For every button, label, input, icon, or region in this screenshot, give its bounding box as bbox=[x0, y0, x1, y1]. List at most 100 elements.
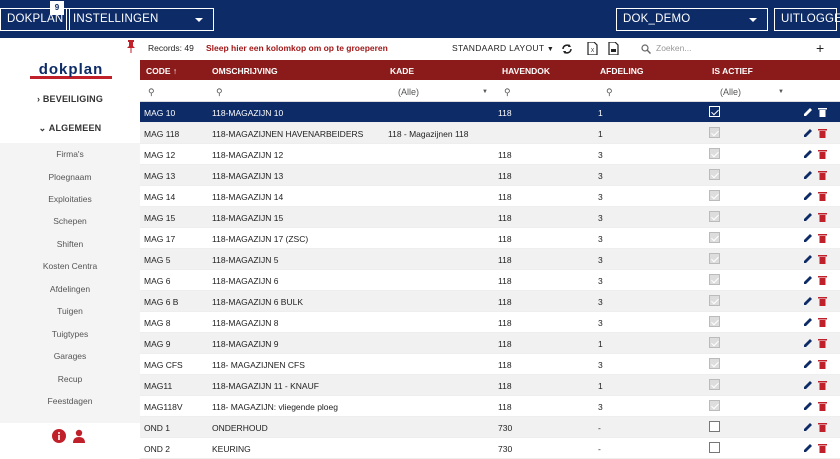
is-actief-checkbox[interactable] bbox=[709, 442, 720, 453]
is-actief-checkbox[interactable] bbox=[709, 379, 720, 390]
app-home-button[interactable]: DOKPLAN bbox=[0, 8, 71, 31]
filter-actief-select[interactable]: (Alle) bbox=[720, 87, 742, 97]
edit-icon[interactable] bbox=[803, 380, 813, 390]
table-row[interactable]: OND 2 KEURING 730 - bbox=[140, 438, 840, 459]
column-header-havendok[interactable]: HAVENDOK bbox=[502, 66, 551, 76]
delete-icon[interactable] bbox=[818, 317, 827, 327]
edit-icon[interactable] bbox=[803, 275, 813, 285]
add-button[interactable]: + bbox=[816, 40, 825, 56]
is-actief-checkbox[interactable] bbox=[709, 358, 720, 369]
database-dropdown[interactable]: DOK_DEMO bbox=[616, 8, 768, 31]
delete-icon[interactable] bbox=[818, 338, 827, 348]
filter-omschrijving-search-icon[interactable]: ⚲ bbox=[216, 87, 223, 97]
is-actief-checkbox[interactable] bbox=[709, 337, 720, 348]
table-row[interactable]: MAG CFS 118- MAGAZIJNEN CFS 118 3 bbox=[140, 354, 840, 375]
sidebar-section-beveiliging[interactable]: › BEVEILIGING bbox=[0, 94, 140, 104]
delete-icon[interactable] bbox=[818, 233, 827, 243]
is-actief-checkbox[interactable] bbox=[709, 400, 720, 411]
is-actief-checkbox[interactable] bbox=[709, 169, 720, 180]
filter-code-search-icon[interactable]: ⚲ bbox=[148, 87, 155, 97]
table-row[interactable]: MAG 6 B 118-MAGAZIJN 6 BULK 118 3 bbox=[140, 291, 840, 312]
sidebar-item-tuigen[interactable]: Tuigen bbox=[57, 306, 83, 316]
table-row[interactable]: OND 1 ONDERHOUD 730 - bbox=[140, 417, 840, 438]
pin-icon[interactable] bbox=[126, 40, 136, 53]
is-actief-checkbox[interactable] bbox=[709, 106, 720, 117]
is-actief-checkbox[interactable] bbox=[709, 316, 720, 327]
refresh-icon[interactable] bbox=[561, 43, 573, 55]
export-pdf-icon[interactable] bbox=[608, 42, 619, 55]
filter-afdeling-search-icon[interactable]: ⚲ bbox=[606, 87, 613, 97]
delete-icon[interactable] bbox=[818, 170, 827, 180]
table-row[interactable]: MAG 8 118-MAGAZIJN 8 118 3 bbox=[140, 312, 840, 333]
edit-icon[interactable] bbox=[803, 170, 813, 180]
delete-icon[interactable] bbox=[818, 212, 827, 222]
table-row[interactable]: MAG 17 118-MAGAZIJN 17 (ZSC) 118 3 bbox=[140, 228, 840, 249]
edit-icon[interactable] bbox=[803, 422, 813, 432]
layout-dropdown[interactable]: STANDAARD LAYOUT ▼ bbox=[452, 43, 554, 53]
edit-icon[interactable] bbox=[803, 107, 813, 117]
filter-havendok-search-icon[interactable]: ⚲ bbox=[504, 87, 511, 97]
table-row[interactable]: MAG11 118-MAGAZIJN 11 - KNAUF 118 1 bbox=[140, 375, 840, 396]
sidebar-item-ploegnaam[interactable]: Ploegnaam bbox=[48, 172, 92, 182]
is-actief-checkbox[interactable] bbox=[709, 190, 720, 201]
table-row[interactable]: MAG 118 118-MAGAZIJNEN HAVENARBEIDERS 118 … bbox=[140, 123, 840, 144]
table-row[interactable]: MAG 9 118-MAGAZIJN 9 118 1 bbox=[140, 333, 840, 354]
edit-icon[interactable] bbox=[803, 296, 813, 306]
sidebar-item-firmas[interactable]: Firma's bbox=[56, 149, 84, 159]
sidebar-item-tuigtypes[interactable]: Tuigtypes bbox=[51, 329, 89, 339]
sidebar-item-recup[interactable]: Recup bbox=[57, 374, 83, 384]
filter-kade-select[interactable]: (Alle) bbox=[398, 87, 420, 97]
sidebar-item-afdelingen[interactable]: Afdelingen bbox=[49, 284, 91, 294]
table-row[interactable]: MAG 13 118-MAGAZIJN 13 118 3 bbox=[140, 165, 840, 186]
delete-icon[interactable] bbox=[818, 128, 827, 138]
table-row[interactable]: MAG 14 118-MAGAZIJN 14 118 3 bbox=[140, 186, 840, 207]
edit-icon[interactable] bbox=[803, 401, 813, 411]
table-row[interactable]: MAG 15 118-MAGAZIJN 15 118 3 bbox=[140, 207, 840, 228]
is-actief-checkbox[interactable] bbox=[709, 232, 720, 243]
delete-icon[interactable] bbox=[818, 401, 827, 411]
edit-icon[interactable] bbox=[803, 254, 813, 264]
delete-icon[interactable] bbox=[818, 191, 827, 201]
sidebar-item-schepen[interactable]: Schepen bbox=[53, 216, 87, 226]
edit-icon[interactable] bbox=[803, 359, 813, 369]
is-actief-checkbox[interactable] bbox=[709, 253, 720, 264]
column-header-code[interactable]: CODE ↑ bbox=[146, 66, 178, 76]
is-actief-checkbox[interactable] bbox=[709, 295, 720, 306]
column-header-is-actief[interactable]: IS ACTIEF bbox=[712, 66, 753, 76]
delete-icon[interactable] bbox=[818, 359, 827, 369]
delete-icon[interactable] bbox=[818, 275, 827, 285]
delete-icon[interactable] bbox=[818, 443, 827, 453]
delete-icon[interactable] bbox=[818, 149, 827, 159]
delete-icon[interactable] bbox=[818, 254, 827, 264]
edit-icon[interactable] bbox=[803, 128, 813, 138]
edit-icon[interactable] bbox=[803, 317, 813, 327]
menu-dropdown[interactable]: INSTELLINGEN bbox=[66, 8, 214, 31]
sidebar-item-garages[interactable]: Garages bbox=[53, 351, 87, 361]
edit-icon[interactable] bbox=[803, 149, 813, 159]
table-row[interactable]: MAG 6 118-MAGAZIJN 6 118 3 bbox=[140, 270, 840, 291]
edit-icon[interactable] bbox=[803, 191, 813, 201]
user-icon[interactable] bbox=[72, 429, 86, 443]
table-row[interactable]: MAG 10 118-MAGAZIJN 10 118 1 bbox=[140, 102, 840, 123]
sidebar-item-feestdagen[interactable]: Feestdagen bbox=[47, 396, 93, 406]
table-row[interactable]: MAG 12 118-MAGAZIJN 12 118 3 bbox=[140, 144, 840, 165]
table-row[interactable]: MAG 5 118-MAGAZIJN 5 118 3 bbox=[140, 249, 840, 270]
is-actief-checkbox[interactable] bbox=[709, 421, 720, 432]
delete-icon[interactable] bbox=[818, 422, 827, 432]
edit-icon[interactable] bbox=[803, 212, 813, 222]
column-header-kade[interactable]: KADE bbox=[390, 66, 415, 76]
sidebar-item-kosten-centra[interactable]: Kosten Centra bbox=[42, 261, 98, 271]
is-actief-checkbox[interactable] bbox=[709, 274, 720, 285]
is-actief-checkbox[interactable] bbox=[709, 211, 720, 222]
delete-icon[interactable] bbox=[818, 296, 827, 306]
column-header-omschrijving[interactable]: OMSCHRIJVING bbox=[212, 66, 278, 76]
export-excel-icon[interactable]: X bbox=[587, 42, 598, 55]
is-actief-checkbox[interactable] bbox=[709, 127, 720, 138]
sidebar-item-shiften[interactable]: Shiften bbox=[56, 239, 84, 249]
search-input[interactable]: Zoeken... bbox=[656, 43, 692, 53]
edit-icon[interactable] bbox=[803, 338, 813, 348]
is-actief-checkbox[interactable] bbox=[709, 148, 720, 159]
delete-icon[interactable] bbox=[818, 380, 827, 390]
sidebar-section-algemeen[interactable]: ⌄ ALGEMEEN bbox=[0, 123, 140, 134]
edit-icon[interactable] bbox=[803, 443, 813, 453]
